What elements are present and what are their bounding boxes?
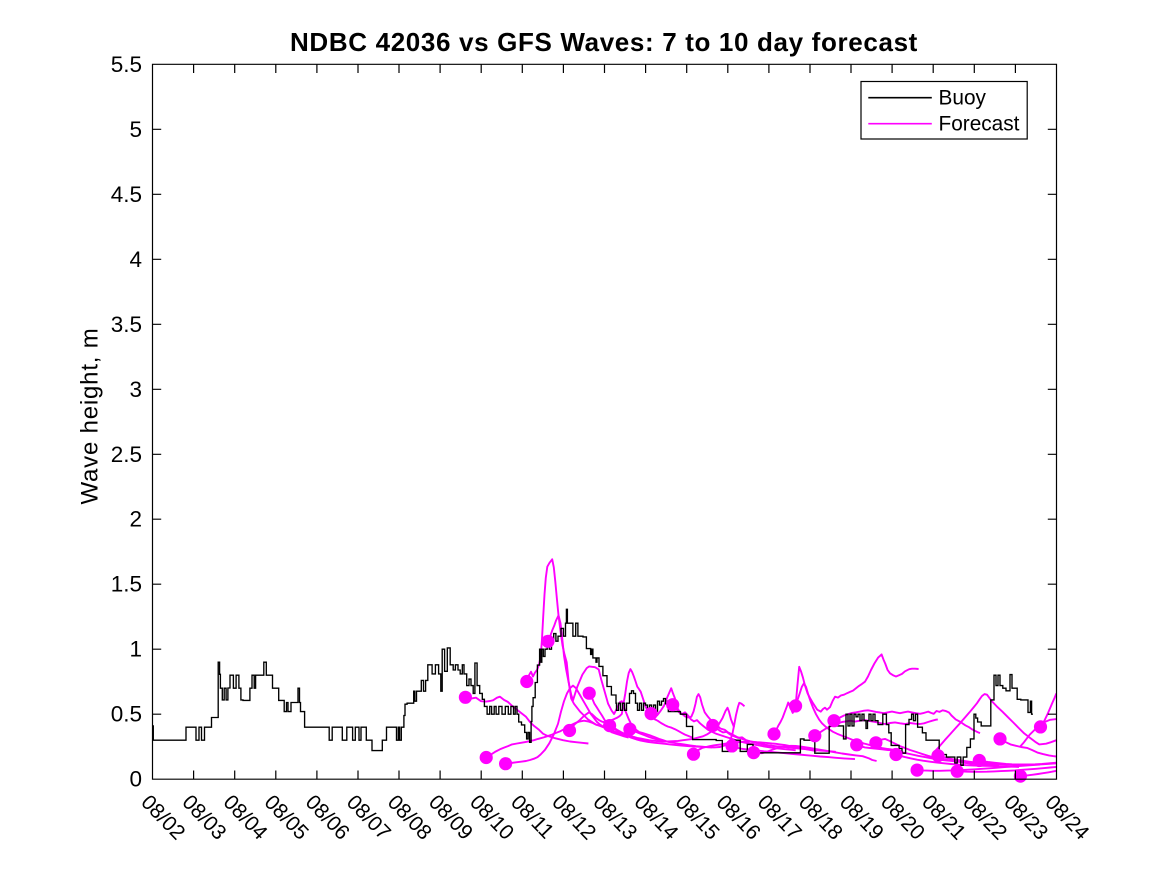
svg-text:Forecast: Forecast [939,113,1020,136]
svg-text:5: 5 [129,117,142,142]
svg-text:0: 0 [129,767,142,792]
svg-text:NDBC 42036 vs GFS Waves: 7 to: NDBC 42036 vs GFS Waves: 7 to 10 day for… [290,27,918,57]
svg-text:3: 3 [129,377,142,402]
svg-text:2: 2 [129,507,142,532]
svg-text:3.5: 3.5 [111,312,142,337]
svg-text:4: 4 [129,247,142,272]
svg-text:0.5: 0.5 [111,702,142,727]
svg-text:2.5: 2.5 [111,442,142,467]
svg-text:4.5: 4.5 [111,182,142,207]
svg-text:Buoy: Buoy [939,87,987,110]
svg-text:5.5: 5.5 [111,52,142,77]
svg-text:1.5: 1.5 [111,572,142,597]
svg-text:1: 1 [129,637,142,662]
svg-text:Wave height, m: Wave height, m [77,327,104,504]
